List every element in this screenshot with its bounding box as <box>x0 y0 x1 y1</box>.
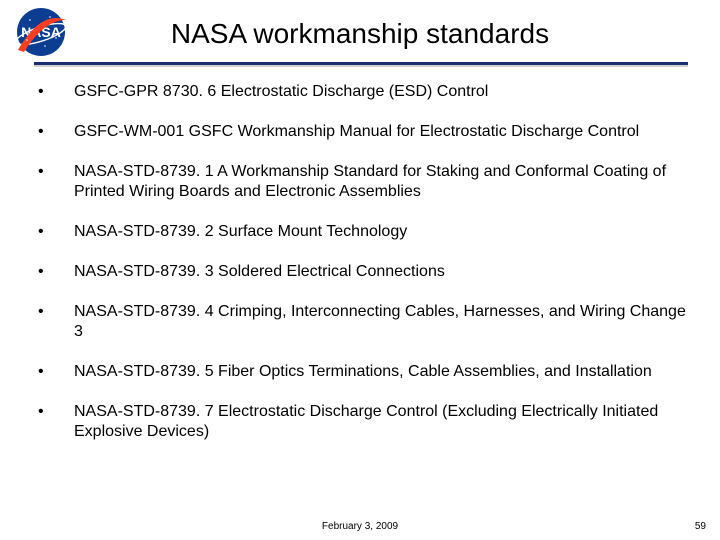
list-item: NASA-STD-8739. 3 Soldered Electrical Con… <box>34 262 690 282</box>
footer-date: February 3, 2009 <box>0 521 720 532</box>
title-underline <box>34 62 688 65</box>
list-item: GSFC-WM-001 GSFC Workmanship Manual for … <box>34 122 690 142</box>
list-item: NASA-STD-8739. 1 A Workmanship Standard … <box>34 162 690 202</box>
list-item: NASA-STD-8739. 5 Fiber Optics Terminatio… <box>34 362 690 382</box>
slide: NASA NASA workmanship standards GSFC-GPR… <box>0 0 720 540</box>
footer-page-number: 59 <box>695 521 706 532</box>
bullet-list: GSFC-GPR 8730. 6 Electrostatic Discharge… <box>34 82 690 442</box>
page-title: NASA workmanship standards <box>171 18 549 49</box>
content-area: GSFC-GPR 8730. 6 Electrostatic Discharge… <box>34 82 690 462</box>
list-item: NASA-STD-8739. 4 Crimping, Interconnecti… <box>34 302 690 342</box>
list-item: NASA-STD-8739. 2 Surface Mount Technolog… <box>34 222 690 242</box>
list-item: NASA-STD-8739. 7 Electrostatic Discharge… <box>34 402 690 442</box>
title-row: NASA workmanship standards <box>0 18 720 50</box>
list-item: GSFC-GPR 8730. 6 Electrostatic Discharge… <box>34 82 690 102</box>
